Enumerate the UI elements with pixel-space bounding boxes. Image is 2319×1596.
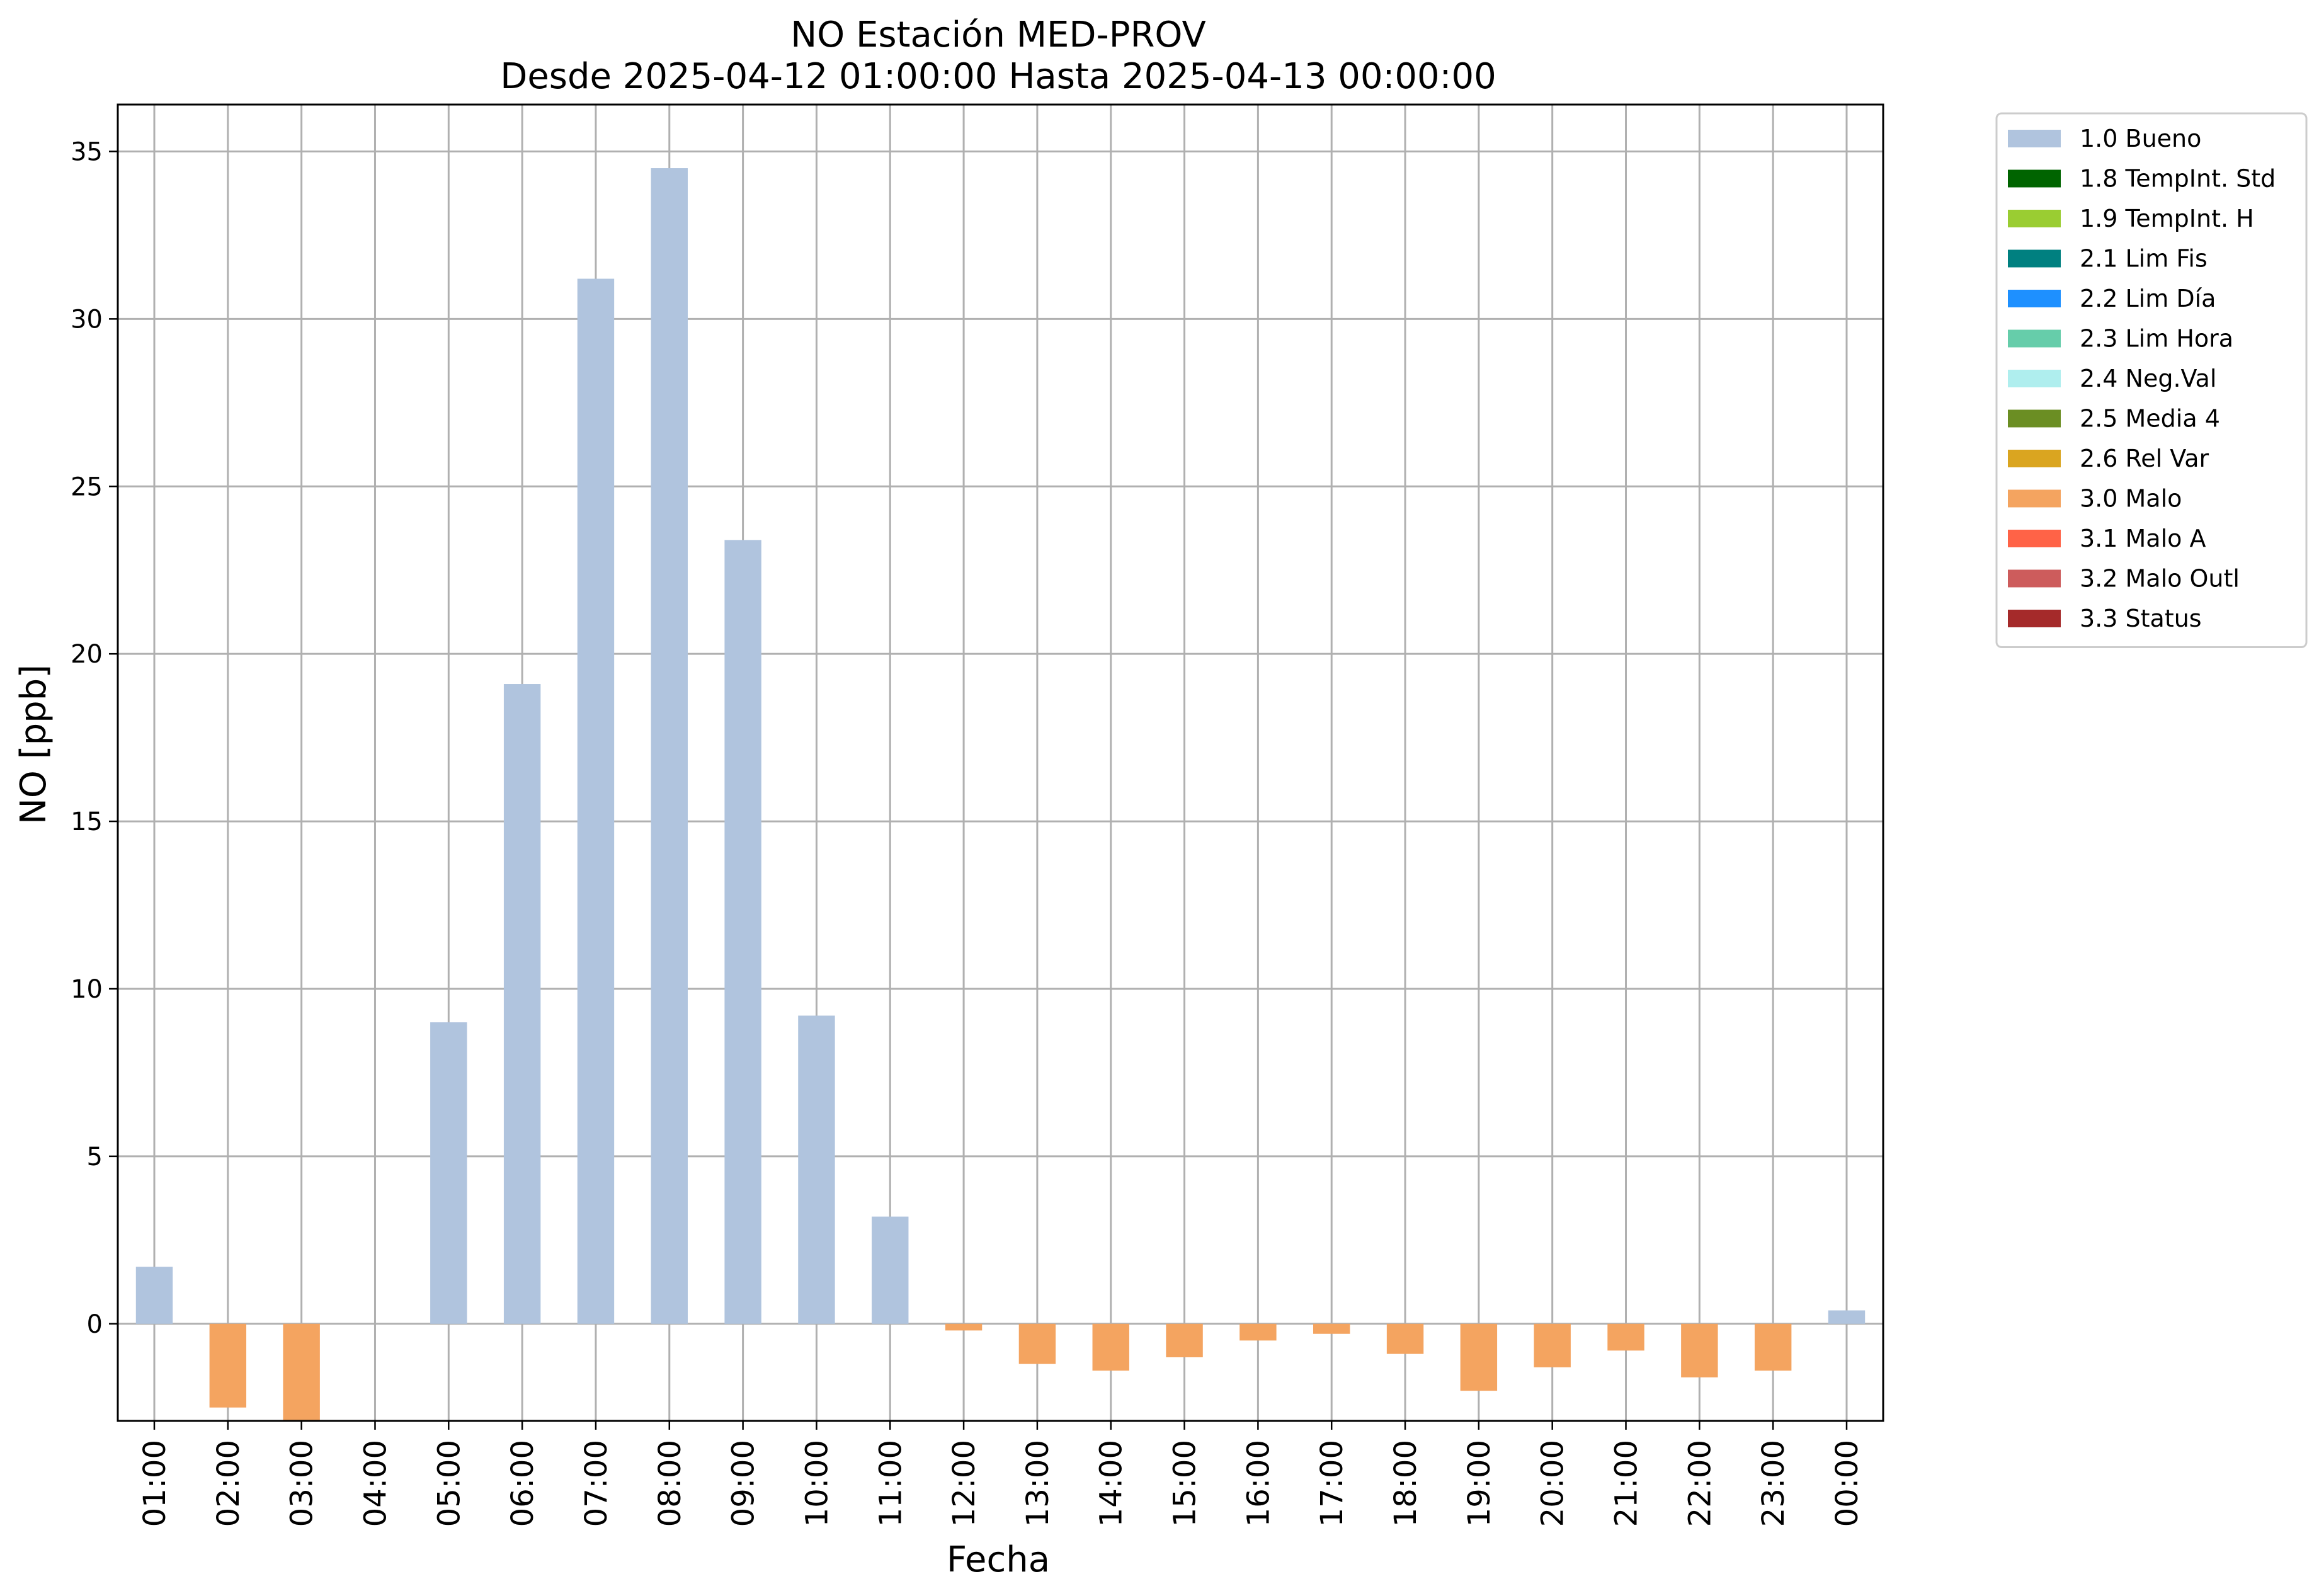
- chart-title: NO Estación MED-PROV: [790, 14, 1206, 55]
- x-tick-label: 10:00: [799, 1440, 835, 1527]
- x-tick-label: 21:00: [1609, 1440, 1644, 1527]
- x-tick-label: 05:00: [431, 1440, 467, 1527]
- y-tick-label: 30: [71, 305, 103, 334]
- legend-label: 2.5 Media 4: [2080, 405, 2220, 433]
- legend: 1.0 Bueno 1.8 TempInt. Std 1.9 TempInt. H 2…: [1995, 112, 2308, 648]
- x-tick-label: 00:00: [1830, 1440, 1865, 1527]
- x-tick-label: 07:00: [579, 1440, 614, 1527]
- x-tick-label: 15:00: [1168, 1440, 1203, 1527]
- legend-label: 2.2 Lim Día: [2080, 285, 2216, 312]
- x-axis-label: Fecha: [947, 1539, 1050, 1580]
- chart-subtitle: Desde 2025-04-12 01:00:00 Hasta 2025-04-…: [500, 56, 1496, 97]
- legend-label: 1.0 Bueno: [2080, 125, 2201, 152]
- x-tick-label: 11:00: [873, 1440, 908, 1527]
- legend-box: [1995, 112, 2308, 648]
- y-tick-label: 15: [71, 807, 103, 836]
- legend-label: 3.1 Malo A: [2080, 525, 2206, 552]
- legend-swatch: [2008, 249, 2061, 268]
- x-tick-label: 17:00: [1314, 1440, 1350, 1527]
- legend-swatch: [2008, 409, 2061, 428]
- legend-swatch: [2008, 169, 2061, 188]
- y-tick-label: 0: [87, 1310, 103, 1339]
- bar-1900: [1460, 1323, 1498, 1391]
- bar-2300: [1754, 1323, 1792, 1371]
- x-tick-label: 01:00: [137, 1440, 173, 1527]
- bar-2100: [1607, 1323, 1644, 1351]
- bar-1700: [1313, 1323, 1350, 1334]
- bar-1800: [1386, 1323, 1424, 1354]
- bar-1000: [798, 1015, 835, 1324]
- bars: [135, 168, 1866, 1421]
- y-tick-label: 5: [87, 1143, 103, 1171]
- legend-swatch: [2008, 489, 2061, 508]
- legend-swatch: [2008, 370, 2061, 387]
- plot-frame: [117, 103, 1884, 1422]
- legend-label: 2.3 Lim Hora: [2080, 325, 2233, 353]
- bar-0500: [430, 1022, 467, 1324]
- legend-label: 3.2 Malo Outl: [2080, 565, 2240, 593]
- x-tick-label: 04:00: [358, 1440, 393, 1527]
- y-tick-label: 10: [71, 975, 103, 1004]
- bar-2200: [1681, 1323, 1718, 1377]
- legend-swatch: [2008, 290, 2061, 307]
- x-tick-label: 14:00: [1094, 1440, 1129, 1527]
- x-tick-label: 23:00: [1756, 1440, 1791, 1527]
- axes: 0 5 10 15 20 25 30 35 01:00 02:00 03:00 04:00 05:00 0…: [71, 103, 1884, 1527]
- y-tick-label: 35: [71, 137, 103, 166]
- x-tick-label: 20:00: [1536, 1440, 1571, 1527]
- x-tick-label: 12:00: [947, 1440, 982, 1527]
- legend-swatch: [2008, 530, 2061, 547]
- legend-label: 2.6 Rel Var: [2080, 445, 2209, 472]
- bar-0100: [135, 1267, 173, 1324]
- legend-label: 1.9 TempInt. H: [2080, 205, 2254, 232]
- x-tick-label: 08:00: [652, 1440, 688, 1527]
- bar-1100: [872, 1216, 909, 1324]
- legend-swatch: [2008, 210, 2061, 227]
- bar-2000: [1534, 1323, 1571, 1367]
- legend-label: 2.4 Neg.Val: [2080, 365, 2216, 392]
- bar-1500: [1166, 1323, 1203, 1357]
- x-tick-label: 16:00: [1241, 1440, 1276, 1527]
- x-tick-label: 19:00: [1462, 1440, 1497, 1527]
- x-tick-label: 18:00: [1388, 1440, 1423, 1527]
- legend-swatch: [2008, 450, 2061, 467]
- y-axis-label: NO [ppb]: [13, 664, 54, 824]
- x-tick-label: 13:00: [1020, 1440, 1056, 1527]
- legend-swatch: [2008, 130, 2061, 147]
- bar-1300: [1018, 1323, 1056, 1364]
- legend-label: 1.8 TempInt. Std: [2080, 165, 2276, 193]
- bar-1200: [945, 1323, 983, 1331]
- bar-0800: [651, 168, 688, 1324]
- x-tick-label: 06:00: [505, 1440, 540, 1527]
- x-tick-label: 02:00: [211, 1440, 246, 1527]
- bar-1600: [1239, 1323, 1277, 1341]
- x-tick-label: 03:00: [285, 1440, 320, 1527]
- bar-0600: [503, 684, 541, 1324]
- bar-0900: [724, 540, 761, 1324]
- bar-1400: [1092, 1323, 1129, 1371]
- legend-label: 3.3 Status: [2080, 605, 2202, 632]
- legend-label: 3.0 Malo: [2080, 485, 2182, 513]
- legend-swatch: [2008, 329, 2061, 348]
- x-tick-label: 22:00: [1682, 1440, 1718, 1527]
- y-tick-label: 20: [71, 640, 103, 669]
- bar-0200: [209, 1323, 247, 1408]
- grid: [118, 105, 1883, 1421]
- bar-0000: [1828, 1310, 1866, 1324]
- y-tick-label: 25: [71, 472, 103, 501]
- legend-swatch: [2008, 610, 2061, 627]
- legend-label: 2.1 Lim Fis: [2080, 245, 2208, 273]
- x-tick-label: 09:00: [726, 1440, 761, 1527]
- legend-swatch: [2008, 569, 2061, 588]
- bar-0700: [577, 278, 615, 1324]
- bar-0300: [283, 1323, 320, 1421]
